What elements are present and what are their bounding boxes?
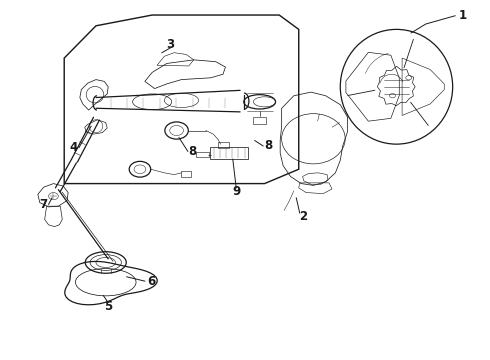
Text: 8: 8 (264, 139, 272, 152)
Text: 6: 6 (147, 275, 155, 288)
Text: 8: 8 (189, 145, 197, 158)
Text: 4: 4 (70, 141, 78, 154)
Text: 9: 9 (232, 185, 240, 198)
Text: 7: 7 (40, 198, 48, 211)
Text: 2: 2 (299, 210, 308, 223)
Text: 5: 5 (104, 300, 112, 313)
Text: 3: 3 (167, 38, 175, 51)
Text: 1: 1 (458, 9, 466, 22)
